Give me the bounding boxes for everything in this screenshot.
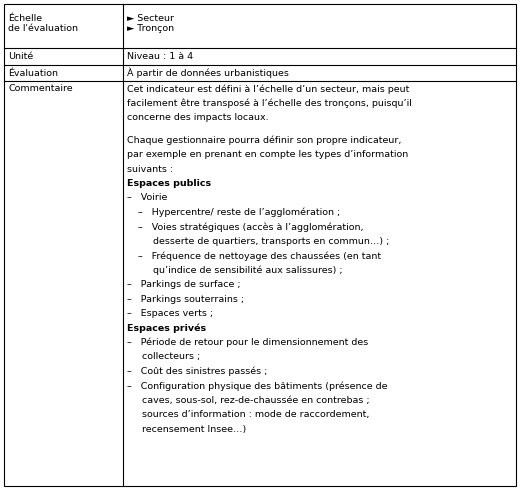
Text: Cet indicateur est défini à l’échelle d’un secteur, mais peut: Cet indicateur est défini à l’échelle d’… bbox=[127, 84, 409, 94]
Text: concerne des impacts locaux.: concerne des impacts locaux. bbox=[127, 113, 269, 122]
Text: Chaque gestionnaire pourra définir son propre indicateur,: Chaque gestionnaire pourra définir son p… bbox=[127, 136, 401, 145]
Text: –   Parkings de surface ;: – Parkings de surface ; bbox=[127, 280, 241, 289]
Text: –   Espaces verts ;: – Espaces verts ; bbox=[127, 309, 213, 318]
Text: qu’indice de sensibilité aux salissures) ;: qu’indice de sensibilité aux salissures)… bbox=[138, 266, 343, 275]
Text: facilement être transposé à l’échelle des tronçons, puisqu’il: facilement être transposé à l’échelle de… bbox=[127, 99, 412, 108]
Text: –   Voirie: – Voirie bbox=[127, 194, 167, 202]
Text: –   Période de retour pour le dimensionnement des: – Période de retour pour le dimensionnem… bbox=[127, 338, 368, 347]
Text: Échelle
de l'évaluation: Échelle de l'évaluation bbox=[8, 14, 79, 33]
Text: recensement Insee…): recensement Insee…) bbox=[127, 425, 246, 434]
Text: Unité: Unité bbox=[8, 52, 34, 61]
Text: desserte de quartiers, transports en commun…) ;: desserte de quartiers, transports en com… bbox=[138, 237, 390, 246]
Text: –   Voies stratégiques (accès à l’agglomération,: – Voies stratégiques (accès à l’agglomér… bbox=[138, 222, 364, 232]
Text: À partir de données urbanistiques: À partir de données urbanistiques bbox=[127, 68, 289, 78]
Text: Espaces publics: Espaces publics bbox=[127, 179, 211, 188]
Text: par exemple en prenant en compte les types d’information: par exemple en prenant en compte les typ… bbox=[127, 150, 408, 159]
Text: –   Hypercentre/ reste de l’agglomération ;: – Hypercentre/ reste de l’agglomération … bbox=[138, 208, 341, 218]
Text: –   Coût des sinistres passés ;: – Coût des sinistres passés ; bbox=[127, 367, 267, 376]
Text: suivants :: suivants : bbox=[127, 165, 173, 173]
Text: collecteurs ;: collecteurs ; bbox=[127, 352, 200, 362]
Text: ► Secteur
► Tronçon: ► Secteur ► Tronçon bbox=[127, 14, 174, 33]
Text: Commentaire: Commentaire bbox=[8, 84, 73, 93]
Text: –   Fréquence de nettoyage des chaussées (en tant: – Fréquence de nettoyage des chaussées (… bbox=[138, 251, 382, 261]
Text: –   Parkings souterrains ;: – Parkings souterrains ; bbox=[127, 294, 244, 304]
Text: Espaces privés: Espaces privés bbox=[127, 323, 206, 333]
Text: Niveau : 1 à 4: Niveau : 1 à 4 bbox=[127, 52, 193, 61]
Text: Évaluation: Évaluation bbox=[8, 69, 58, 77]
Text: caves, sous-sol, rez-de-chaussée en contrebas ;: caves, sous-sol, rez-de-chaussée en cont… bbox=[127, 396, 370, 405]
Text: –   Configuration physique des bâtiments (présence de: – Configuration physique des bâtiments (… bbox=[127, 381, 387, 391]
Text: sources d’information : mode de raccordement,: sources d’information : mode de raccorde… bbox=[127, 410, 369, 419]
